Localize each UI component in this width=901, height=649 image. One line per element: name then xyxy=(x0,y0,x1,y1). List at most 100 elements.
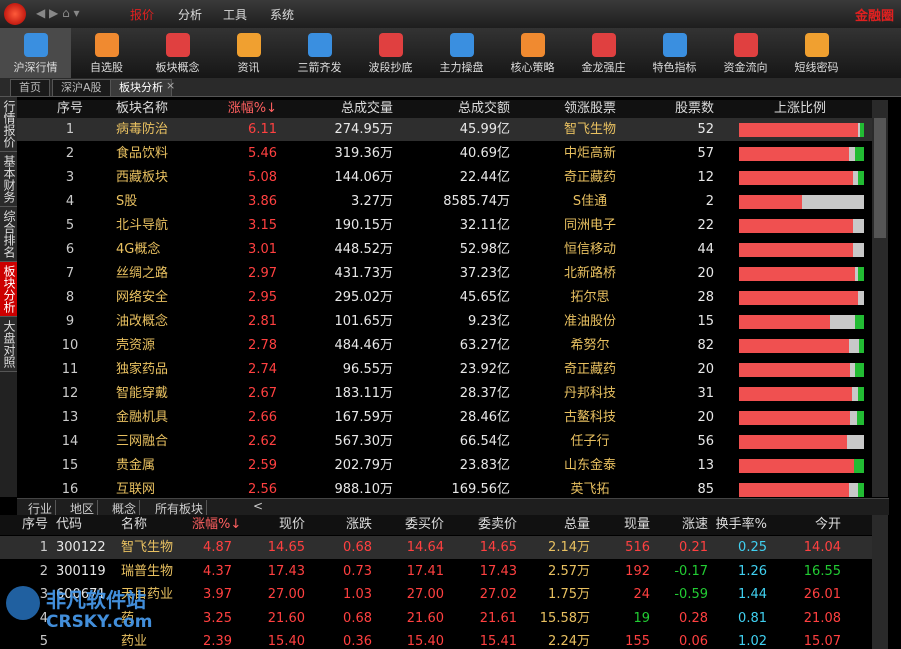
menu-item[interactable]: 工具 xyxy=(223,8,248,22)
category-tab[interactable]: 所有板块 xyxy=(152,500,208,517)
category-tab[interactable]: 地区 xyxy=(67,500,99,517)
cell: 17.43 xyxy=(479,563,517,579)
column-header: 代码 xyxy=(56,517,83,532)
column-header: 换手率% xyxy=(715,517,767,532)
toolbar-button[interactable]: 特色指标 xyxy=(639,28,710,78)
cell: 28.37亿 xyxy=(459,386,510,401)
cell: 155 xyxy=(625,634,650,649)
ratio-bar xyxy=(739,411,851,425)
column-header: 总成交额 xyxy=(457,101,510,116)
menu-item[interactable]: 报价 xyxy=(130,8,155,22)
cell: 0.25 xyxy=(738,540,767,555)
cell: 96.55万 xyxy=(342,362,393,377)
toolbar-button[interactable]: 板块概念 xyxy=(142,28,213,78)
column-header: 总成交量 xyxy=(340,101,393,116)
watermark-logo xyxy=(6,586,40,620)
cell: 57 xyxy=(697,146,714,161)
cell: 独家药品 xyxy=(116,362,169,377)
side-tab[interactable]: 行情报价 xyxy=(0,97,17,152)
cell: 6 xyxy=(65,242,75,257)
cell: 奇正藏药 xyxy=(563,362,616,377)
ratio-bar xyxy=(855,147,864,161)
scroll-left[interactable]: < xyxy=(253,499,264,513)
toolbar-button[interactable]: 资讯 xyxy=(213,28,284,78)
toolbar-button[interactable]: 金龙强庄 xyxy=(568,28,639,78)
category-tabs: 行业 地区 概念 所有板块 < xyxy=(17,498,889,517)
cell: 食品饮料 xyxy=(116,146,169,161)
category-tab[interactable]: 概念 xyxy=(109,500,141,517)
cell: 45.65亿 xyxy=(459,290,510,305)
cell: 9 xyxy=(65,314,75,329)
toolbar-button[interactable]: 自选股 xyxy=(71,28,142,78)
ratio-bar xyxy=(739,123,858,137)
cell: 1.75万 xyxy=(548,587,590,602)
toolbar-button[interactable]: 波段抄底 xyxy=(355,28,426,78)
menu-item[interactable]: 系统 xyxy=(270,8,295,22)
cell: 26.01 xyxy=(803,587,841,602)
column-header: 涨幅%↓ xyxy=(192,517,242,532)
toolbar-button[interactable]: 沪深行情 xyxy=(0,28,71,78)
cell: 295.02万 xyxy=(334,290,394,305)
header-row xyxy=(0,515,872,535)
cell: 300119 xyxy=(56,563,106,579)
tab-close[interactable]: × xyxy=(166,79,176,92)
cell: 4.87 xyxy=(203,540,232,555)
ratio-bar xyxy=(849,147,856,161)
ratio-bar xyxy=(857,123,861,137)
cell: 19 xyxy=(633,610,650,626)
cell: 300122 xyxy=(56,540,106,555)
ratio-bar xyxy=(857,171,864,185)
toolbar-button[interactable]: 短线密码 xyxy=(781,28,852,78)
column-header: 委买价 xyxy=(404,517,444,532)
toolbar-icon xyxy=(662,33,687,57)
side-tab[interactable]: 基本财务 xyxy=(0,152,17,207)
cell: 三网融合 xyxy=(116,434,169,449)
toolbar-icon xyxy=(307,33,332,57)
toolbar-button[interactable]: 资金流向 xyxy=(710,28,781,78)
cell: 22 xyxy=(697,218,714,233)
toolbar-label: 短线密码 xyxy=(794,61,839,74)
toolbar-icon xyxy=(23,33,48,57)
toolbar-label: 自选股 xyxy=(90,61,123,74)
cell: 2.39 xyxy=(203,634,232,649)
cell: 27.02 xyxy=(479,587,517,602)
scrollbar[interactable] xyxy=(872,515,888,649)
category-tab[interactable]: 行业 xyxy=(25,500,57,517)
cell: 2.95 xyxy=(248,290,277,305)
cell: 15.07 xyxy=(803,634,841,649)
side-tab[interactable]: 大盘对照 xyxy=(0,317,17,372)
cell: 988.10万 xyxy=(334,482,394,497)
tab[interactable]: 首页 xyxy=(10,79,50,96)
cell: 44 xyxy=(697,242,714,257)
cell: 85 xyxy=(697,482,714,497)
tab[interactable]: 板块分析 xyxy=(110,79,172,96)
cell: 56 xyxy=(697,434,714,449)
cell: 27.00 xyxy=(406,587,444,602)
cell: 0.73 xyxy=(343,563,372,579)
toolbar-button[interactable]: 三箭齐发 xyxy=(284,28,355,78)
toolbar-label: 特色指标 xyxy=(652,61,697,74)
cell: S股 xyxy=(116,194,138,209)
cell: 山东金泰 xyxy=(563,458,616,473)
cell: 16.55 xyxy=(803,563,841,579)
nav-arrows[interactable]: ◀ ▶ ⌂ ▾ xyxy=(36,6,80,20)
toolbar-label: 主力操盘 xyxy=(439,61,484,74)
cell: 3.01 xyxy=(248,242,277,257)
side-tab[interactable]: 板块分析 xyxy=(0,262,17,317)
ratio-bar xyxy=(739,291,858,305)
side-tab[interactable]: 综合排名 xyxy=(0,207,17,262)
cell: 37.23亿 xyxy=(459,266,510,281)
menu-item[interactable]: 分析 xyxy=(178,8,203,22)
scrollbar[interactable] xyxy=(872,100,888,497)
ratio-bar xyxy=(849,339,859,353)
ratio-bar xyxy=(739,483,849,497)
tab[interactable]: 深沪A股 xyxy=(52,79,111,96)
toolbar-button[interactable]: 核心策略 xyxy=(497,28,568,78)
cell: 英飞拓 xyxy=(570,482,610,497)
cell: 27.00 xyxy=(267,587,305,602)
cell: 600671 xyxy=(56,587,106,602)
toolbar-label: 波段抄底 xyxy=(368,61,413,74)
cell: 0.28 xyxy=(679,610,708,626)
toolbar-button[interactable]: 主力操盘 xyxy=(426,28,497,78)
ratio-bar xyxy=(857,387,864,401)
